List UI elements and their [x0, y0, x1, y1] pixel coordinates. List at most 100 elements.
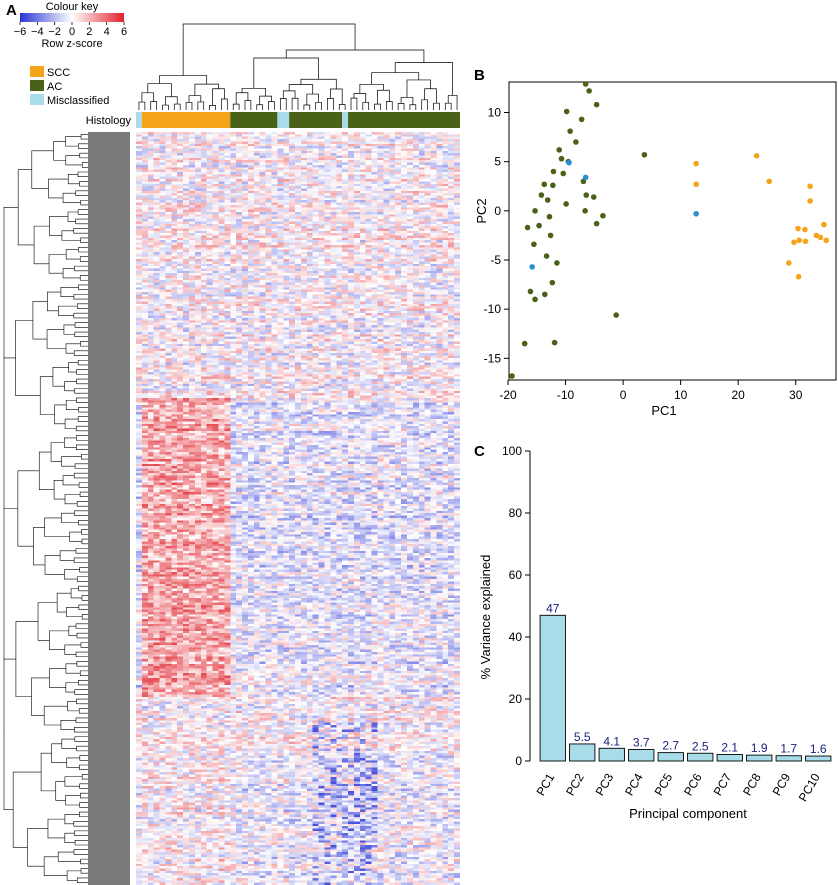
- panel-b-letter: B: [474, 67, 485, 84]
- legend-swatch-misclassified: [30, 94, 44, 105]
- bar: [805, 755, 832, 762]
- row-dendrogram-lines: [3, 134, 88, 883]
- scatter-point-ac: [554, 260, 560, 266]
- bar-category-label: PC6: [681, 771, 705, 798]
- histology-segment-ac: [348, 112, 460, 128]
- scatter-point-ac: [527, 288, 534, 295]
- bar-category-label: PC10: [796, 771, 823, 804]
- histology-segment-misclassified: [136, 112, 142, 128]
- scatter-point-scc: [795, 225, 801, 232]
- scatter-point-ac: [531, 241, 537, 248]
- scatter-point-ac: [582, 208, 588, 214]
- bar-y-tick-label: 100: [502, 444, 522, 458]
- bar: [716, 754, 743, 762]
- scatter-x-label: PC1: [651, 403, 676, 418]
- scatter-point-scc: [795, 273, 802, 280]
- bar-value-label: 3.7: [633, 736, 650, 750]
- scatter-point-ac: [578, 116, 585, 123]
- scatter-point-scc: [802, 238, 809, 245]
- bar: [657, 752, 684, 762]
- histology-segment-scc: [141, 112, 231, 128]
- scatter-point-scc: [823, 237, 830, 244]
- column-dendrogram: [138, 23, 458, 110]
- scatter-point-ac: [550, 182, 556, 189]
- bar: [687, 752, 714, 762]
- bar-category-label: PC3: [593, 771, 617, 798]
- bar-y-tick-label: 20: [509, 692, 523, 706]
- legend-label-misclassified: Misclassified: [47, 95, 109, 107]
- scatter-point-scc: [796, 237, 802, 244]
- bar-category-label: PC7: [711, 771, 735, 798]
- scatter-point-ac: [542, 291, 548, 298]
- scatter-y-tick-label: 5: [494, 155, 501, 169]
- scatter-point-ac: [538, 192, 545, 198]
- histology-label: Histology: [86, 115, 132, 127]
- scatter-y-tick-label: -5: [490, 253, 501, 267]
- bar-category-label: PC1: [534, 771, 558, 798]
- scatter-point-scc: [766, 178, 773, 185]
- scatter-point-ac: [567, 128, 573, 134]
- scatter-point-scc: [693, 181, 699, 188]
- colour-key-title: Colour key: [46, 1, 99, 13]
- scatter-point-scc: [753, 152, 760, 159]
- scatter-x-tick-label: 30: [789, 388, 803, 402]
- scatter-point-ac: [521, 340, 528, 347]
- colour-key-tick-label: 4: [104, 26, 110, 38]
- bar: [598, 747, 625, 762]
- scatter-point-ac: [560, 170, 567, 177]
- histology-segment-ac: [230, 112, 278, 128]
- colour-key-tick-label: −6: [14, 26, 27, 38]
- scatter-point-misclassified: [582, 174, 589, 181]
- bar-y-label: % Variance explained: [478, 555, 493, 680]
- scatter-point-scc: [786, 260, 792, 266]
- scatter-x-tick-label: 0: [620, 388, 627, 402]
- bar-value-label: 1.9: [751, 741, 768, 755]
- bar-value-label: 2.7: [662, 739, 679, 753]
- scatter-point-ac: [613, 312, 619, 318]
- colour-key-tick-label: 2: [86, 26, 92, 38]
- bar-category-label: PC2: [563, 771, 587, 798]
- scatter-point-ac: [586, 88, 592, 94]
- bar: [628, 749, 655, 762]
- bar-value-label: 2.1: [721, 740, 738, 754]
- scatter-point-ac: [583, 192, 590, 198]
- scatter-point-scc: [807, 198, 813, 204]
- scatter-point-ac: [536, 222, 542, 229]
- bar: [775, 755, 802, 762]
- bar-value-label: 5.5: [574, 730, 591, 744]
- histology-legend: SCC AC Misclassified: [30, 66, 109, 107]
- scatter-point-ac: [582, 81, 589, 87]
- scatter-point-ac: [550, 168, 557, 175]
- colour-key-tick-label: −4: [31, 26, 44, 38]
- scatter-point-ac: [509, 373, 515, 379]
- colour-key-tick-label: 0: [69, 26, 75, 38]
- legend-swatch-scc: [30, 66, 44, 77]
- legend-swatch-ac: [30, 80, 44, 91]
- bars: 47 PC1 5.5 PC2 4.1 PC3 3.7 PC4 2.7 PC5 2.5 PC6 2.1 PC…: [534, 601, 832, 804]
- bar-value-label: 47: [546, 601, 560, 615]
- scatter-x-tick-label: 20: [731, 388, 745, 402]
- heatmap-panel: A Colour key −6 −4 −2 0 2 4 6 Row z-score SCC A…: [3, 1, 460, 885]
- bar-value-label: 1.7: [780, 742, 797, 756]
- scatter-axes: -20 -10 0 10 20 30 -15 -10 -5 0 5 10: [484, 81, 837, 402]
- scatter-y-tick-label: 10: [488, 106, 502, 120]
- scatter-point-misclassified: [566, 159, 572, 166]
- heatmap-grid: [136, 132, 460, 885]
- bar-category-label: PC8: [740, 771, 764, 798]
- scatter-point-misclassified: [693, 210, 699, 217]
- scatter-point-scc: [821, 221, 827, 228]
- bar-value-label: 1.6: [810, 742, 827, 756]
- colour-key: Colour key −6 −4 −2 0 2 4 6 Row z-score: [14, 1, 127, 50]
- bar-category-label: PC4: [622, 771, 646, 798]
- scatter-y-tick-label: -10: [484, 302, 502, 316]
- scatter-point-scc: [807, 183, 813, 190]
- scatter-point-ac: [549, 279, 556, 286]
- scatter-points: [509, 81, 830, 379]
- scatter-y-label: PC2: [474, 198, 489, 223]
- scatter-point-ac: [532, 208, 538, 214]
- scatter-x-tick-label: -20: [499, 388, 517, 402]
- variance-bar-panel: C 0 20 40 60 80 100 47 PC1 5.5 PC2 4.1 PC3 3.7 PC4 2.…: [474, 443, 832, 821]
- scatter-point-ac: [544, 197, 551, 203]
- bar-category-label: PC5: [652, 771, 676, 798]
